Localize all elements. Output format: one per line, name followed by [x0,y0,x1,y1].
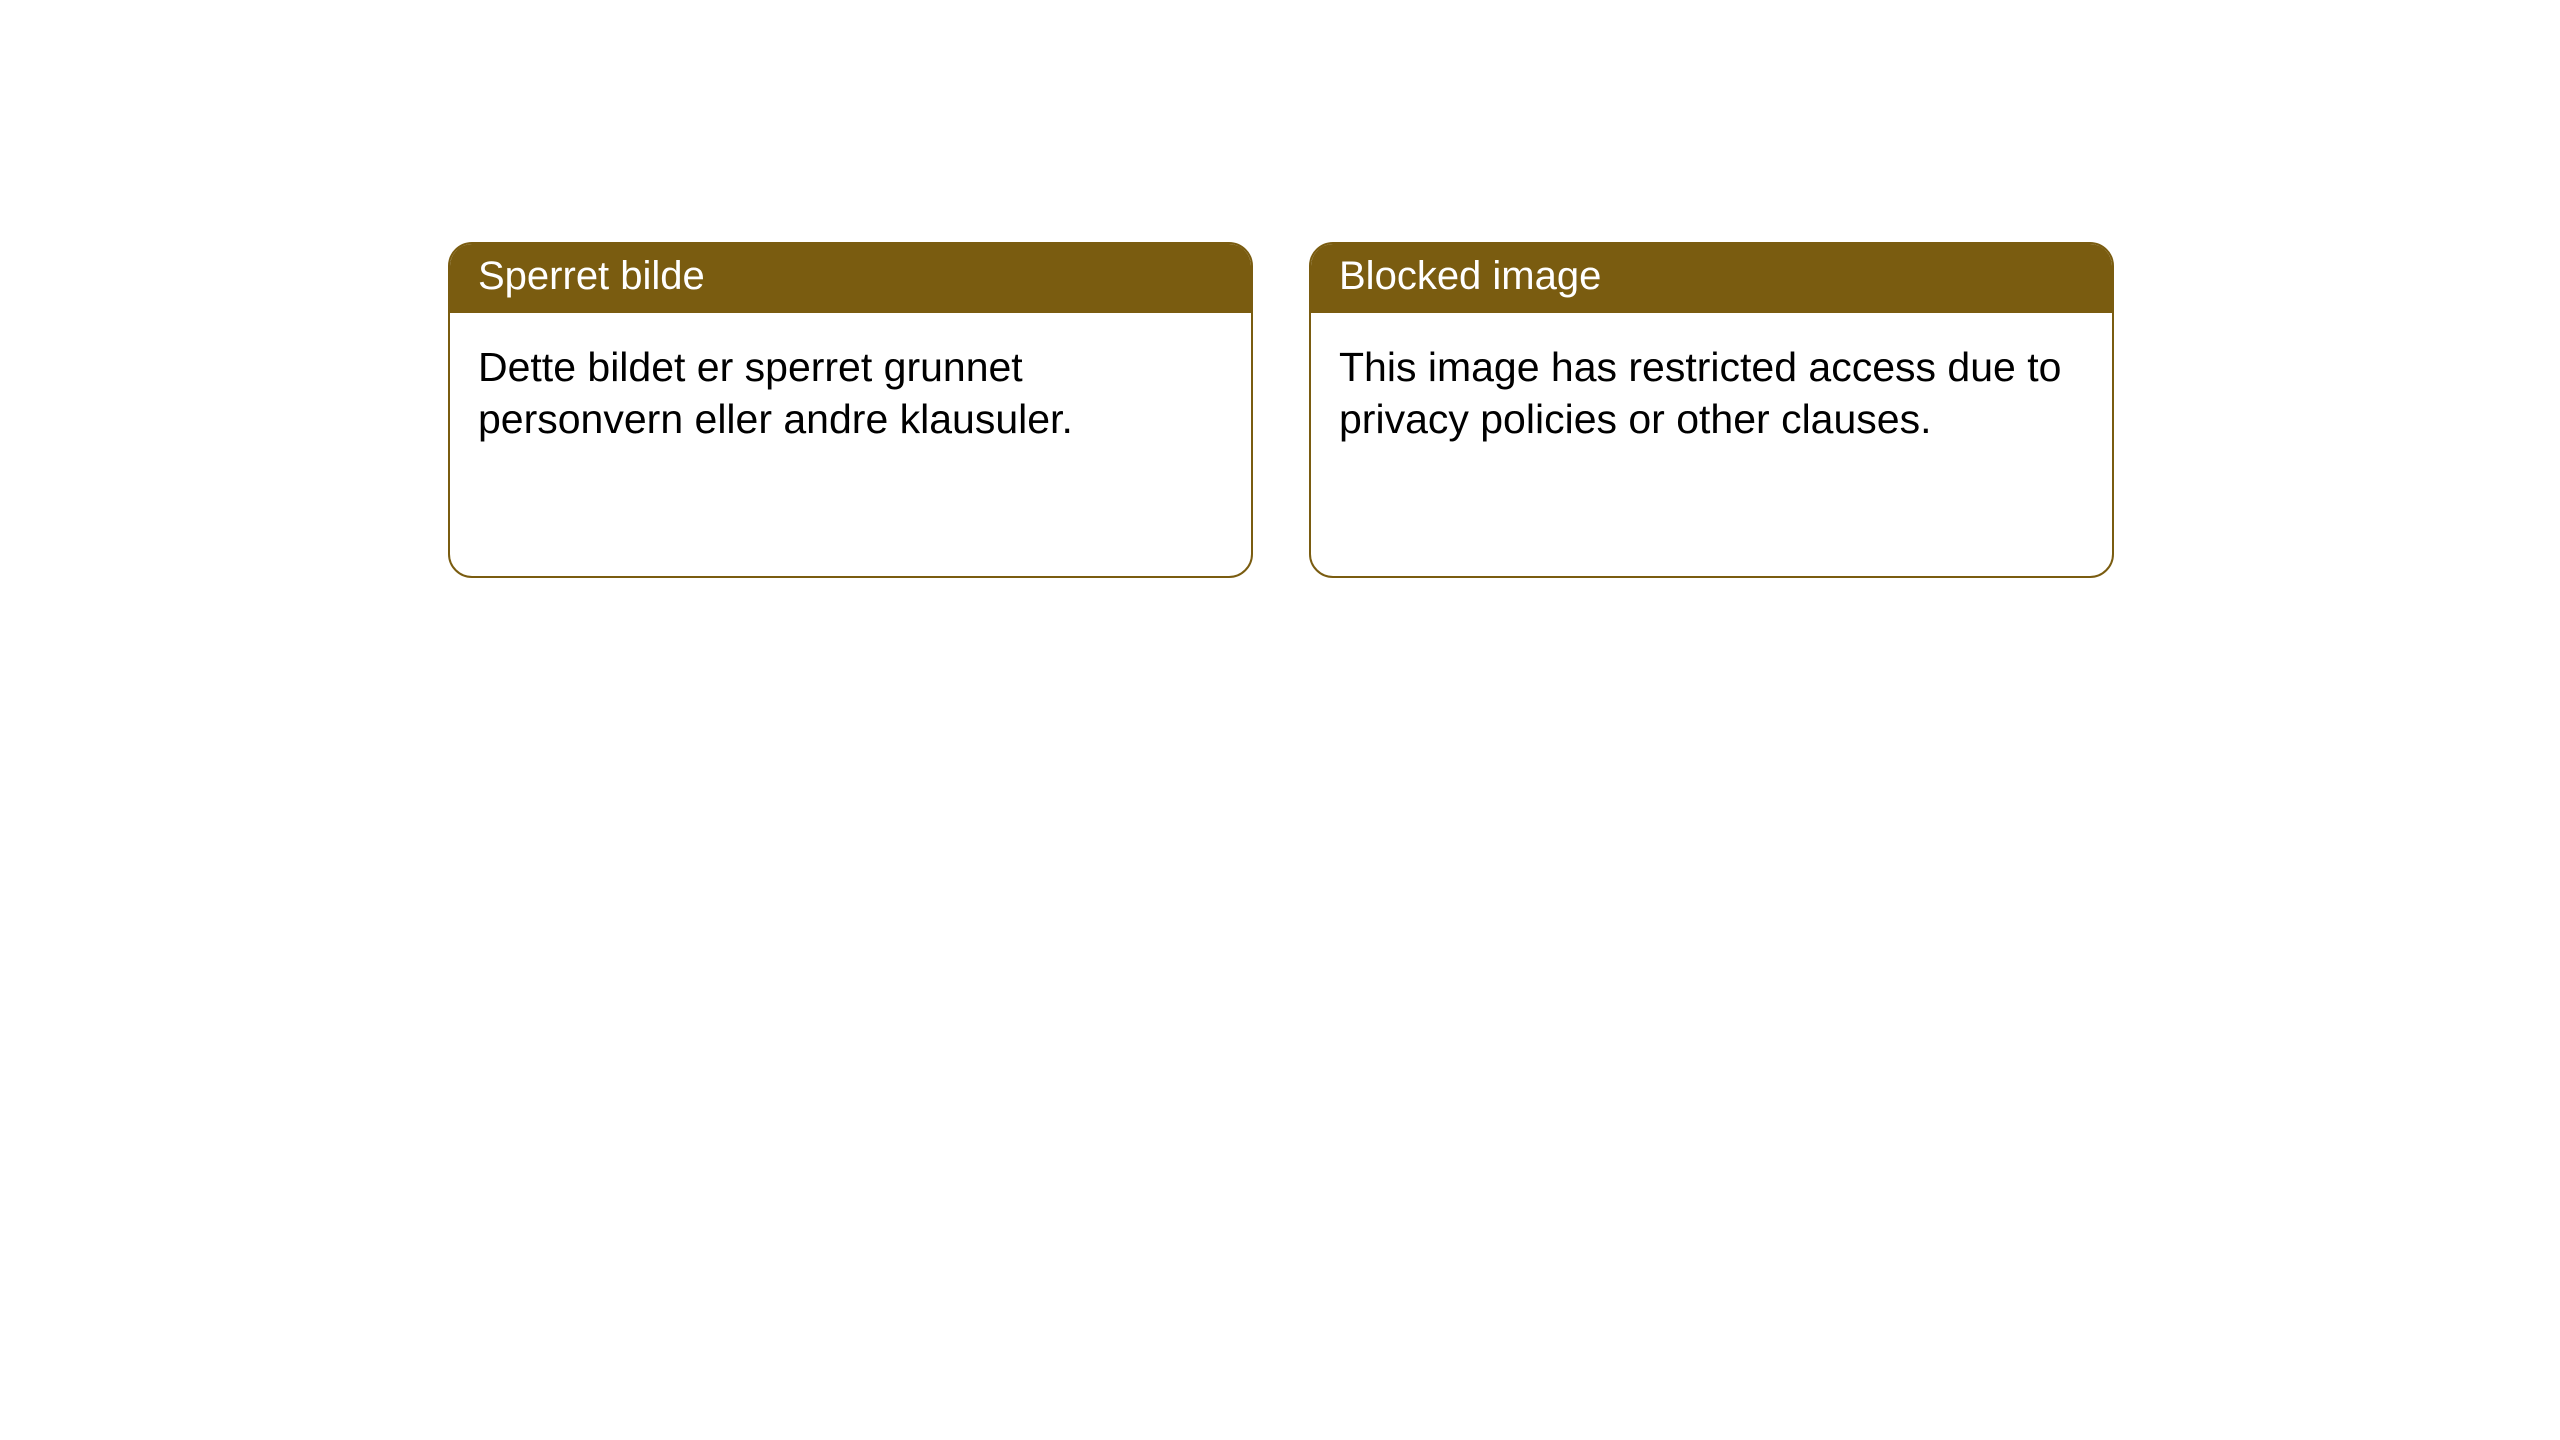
notice-header-english: Blocked image [1311,244,2112,313]
notice-card-norwegian: Sperret bilde Dette bildet er sperret gr… [448,242,1253,578]
notice-card-english: Blocked image This image has restricted … [1309,242,2114,578]
notice-body-english: This image has restricted access due to … [1311,313,2112,473]
notice-body-norwegian: Dette bildet er sperret grunnet personve… [450,313,1251,473]
notice-header-norwegian: Sperret bilde [450,244,1251,313]
notice-container: Sperret bilde Dette bildet er sperret gr… [448,242,2114,578]
